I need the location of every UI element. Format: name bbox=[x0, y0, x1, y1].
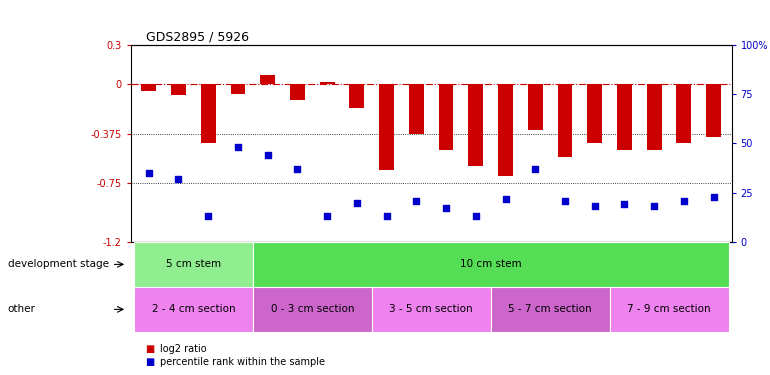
Text: percentile rank within the sample: percentile rank within the sample bbox=[160, 357, 325, 367]
Bar bbox=[610, 287, 728, 332]
Text: development stage: development stage bbox=[8, 260, 109, 269]
Bar bbox=[260, 75, 275, 84]
Bar bbox=[230, 84, 246, 94]
Bar bbox=[142, 84, 156, 91]
Point bbox=[142, 170, 155, 176]
Bar bbox=[527, 84, 543, 130]
Point bbox=[529, 166, 541, 172]
Text: 2 - 4 cm section: 2 - 4 cm section bbox=[152, 304, 235, 314]
Bar bbox=[617, 84, 632, 150]
Bar bbox=[372, 287, 490, 332]
Point bbox=[380, 213, 393, 219]
Point bbox=[291, 166, 303, 172]
Bar bbox=[134, 242, 253, 287]
Point bbox=[410, 198, 423, 204]
Text: 7 - 9 cm section: 7 - 9 cm section bbox=[628, 304, 711, 314]
Bar bbox=[498, 84, 513, 176]
Text: 10 cm stem: 10 cm stem bbox=[460, 260, 521, 269]
Bar bbox=[647, 84, 661, 150]
Text: ■: ■ bbox=[146, 344, 159, 354]
Point bbox=[321, 213, 333, 219]
Bar bbox=[320, 82, 335, 84]
Text: 0 - 3 cm section: 0 - 3 cm section bbox=[270, 304, 354, 314]
Bar bbox=[171, 84, 186, 95]
Point bbox=[500, 196, 512, 202]
Bar bbox=[468, 84, 484, 166]
Point bbox=[232, 144, 244, 150]
Text: ■: ■ bbox=[146, 357, 159, 367]
Bar bbox=[253, 242, 728, 287]
Bar bbox=[557, 84, 572, 157]
Point bbox=[470, 213, 482, 219]
Point bbox=[202, 213, 214, 219]
Text: log2 ratio: log2 ratio bbox=[160, 344, 207, 354]
Bar bbox=[588, 84, 602, 144]
Bar bbox=[677, 84, 691, 144]
Text: 5 - 7 cm section: 5 - 7 cm section bbox=[508, 304, 592, 314]
Bar bbox=[439, 84, 454, 150]
Text: 3 - 5 cm section: 3 - 5 cm section bbox=[390, 304, 473, 314]
Bar bbox=[706, 84, 721, 137]
Point bbox=[559, 198, 571, 204]
Text: 5 cm stem: 5 cm stem bbox=[166, 260, 221, 269]
Point bbox=[172, 176, 185, 182]
Bar bbox=[490, 287, 610, 332]
Bar bbox=[201, 84, 216, 144]
Text: other: other bbox=[8, 304, 35, 314]
Point bbox=[440, 206, 452, 212]
Bar bbox=[409, 84, 424, 134]
Bar bbox=[350, 84, 364, 108]
Point bbox=[648, 203, 661, 209]
Point bbox=[262, 152, 274, 158]
Bar bbox=[290, 84, 305, 100]
Bar bbox=[253, 287, 372, 332]
Bar bbox=[379, 84, 394, 170]
Point bbox=[708, 194, 720, 200]
Point bbox=[350, 200, 363, 206]
Text: GDS2895 / 5926: GDS2895 / 5926 bbox=[146, 30, 249, 43]
Point bbox=[588, 203, 601, 209]
Point bbox=[618, 201, 631, 207]
Bar bbox=[134, 287, 253, 332]
Point bbox=[678, 198, 690, 204]
